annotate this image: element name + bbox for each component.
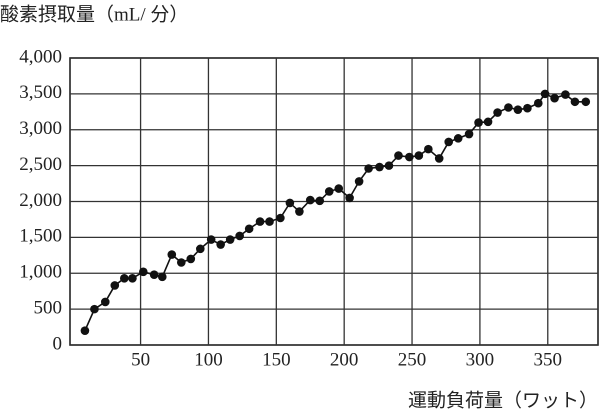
data-point (504, 103, 513, 112)
data-point (80, 326, 90, 335)
data-point (414, 151, 424, 160)
x-axis-label: 運動負荷量（ワット） (408, 389, 598, 411)
data-point (196, 244, 205, 254)
x-tick-label: 350 (534, 349, 563, 370)
y-tick-label: 1,000 (19, 262, 62, 283)
data-point (581, 97, 591, 107)
data-point (375, 162, 384, 172)
data-point (424, 144, 433, 154)
y-tick-label: 0 (53, 333, 63, 354)
x-tick-label: 50 (131, 349, 150, 370)
data-line (84, 92, 586, 331)
data-point (305, 195, 315, 205)
y-tick-label: 2,000 (19, 190, 62, 211)
data-point (453, 134, 463, 143)
data-point (100, 297, 110, 307)
data-point (244, 224, 254, 234)
data-point (354, 177, 364, 186)
data-point (119, 273, 129, 283)
data-point (561, 90, 570, 99)
data-point (474, 118, 483, 127)
data-point (550, 93, 559, 103)
data-point (177, 258, 186, 267)
data-point (255, 217, 265, 226)
x-tick-label: 100 (194, 349, 223, 370)
data-point (149, 270, 159, 279)
x-tick-label: 150 (262, 349, 291, 370)
chart-title: 酸素摂取量（mL/ 分） (0, 3, 188, 25)
y-tick-label: 3,500 (19, 82, 62, 103)
data-point (295, 207, 304, 216)
data-point (128, 273, 137, 283)
data-point (324, 187, 334, 196)
data-point (315, 196, 325, 206)
data-point (434, 154, 444, 163)
data-point (110, 281, 120, 290)
x-tick-label: 300 (466, 349, 495, 370)
data-point (225, 235, 235, 244)
data-point (384, 161, 394, 170)
data-point (493, 108, 502, 117)
data-point (138, 267, 148, 277)
data-point (285, 198, 295, 208)
data-point (235, 231, 244, 241)
y-tick-label: 1,500 (19, 226, 62, 247)
data-point (533, 98, 543, 108)
data-point (90, 304, 99, 314)
data-point (444, 137, 453, 147)
data-point (405, 152, 414, 162)
data-point (157, 272, 167, 282)
data-point (167, 250, 177, 259)
data-point (394, 151, 403, 160)
y-tick-label: 2,500 (19, 154, 62, 175)
data-point (513, 105, 523, 114)
data-point (464, 129, 474, 139)
x-tick-label: 200 (330, 349, 359, 370)
data-point (483, 117, 493, 127)
data-point (265, 217, 274, 226)
data-point (186, 254, 196, 264)
x-tick-label: 250 (398, 349, 427, 370)
data-point (540, 89, 550, 99)
data-point (345, 193, 354, 203)
y-tick-label: 3,000 (19, 118, 62, 139)
y-tick-label: 500 (34, 297, 63, 318)
data-point (364, 164, 373, 173)
data-point (206, 235, 216, 244)
y-tick-label: 4,000 (19, 46, 62, 67)
data-point (216, 240, 225, 249)
data-point (523, 103, 532, 113)
data-point (276, 213, 285, 223)
data-point (334, 184, 344, 193)
data-point (570, 97, 580, 107)
